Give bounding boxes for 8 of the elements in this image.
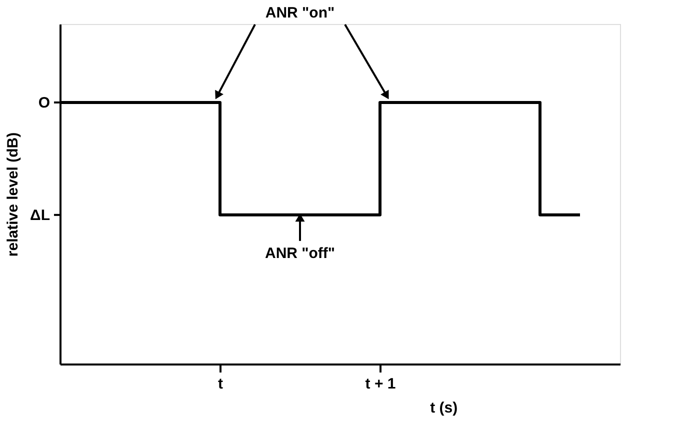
- annotation: ANR "off": [264, 244, 336, 262]
- x-tick-label: t: [218, 376, 223, 392]
- y-axis-title: relative level (dB): [4, 132, 22, 257]
- text: O: [38, 94, 50, 112]
- text: ANR "on": [265, 4, 335, 22]
- x-axis-title: t (s): [430, 400, 458, 416]
- text: ΔL: [30, 206, 50, 224]
- x-tick-label: t + 1: [365, 376, 396, 392]
